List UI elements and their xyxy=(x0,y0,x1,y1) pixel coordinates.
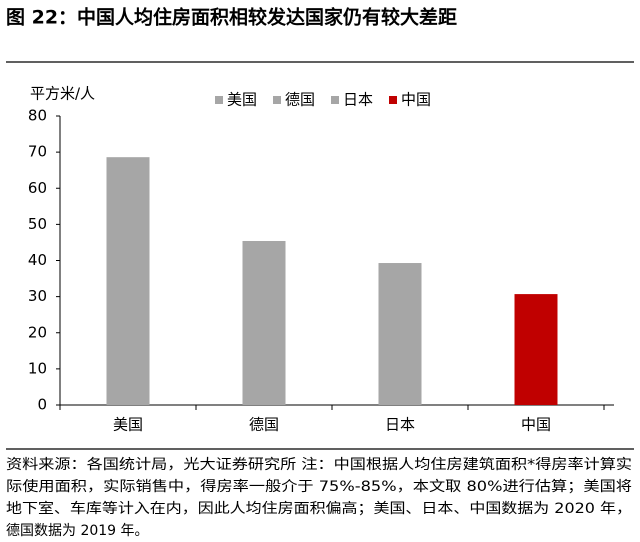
y-tick-label: 30 xyxy=(28,287,47,305)
y-tick-label: 80 xyxy=(28,107,47,125)
legend-swatch xyxy=(215,96,223,104)
bar xyxy=(514,294,558,405)
source-note: 资料来源：各国统计局，光大证券研究所 注：中国根据人均住房建筑面积*得房率计算实 xyxy=(6,456,632,473)
source-note: 德国数据为 2019 年。 xyxy=(6,523,149,539)
legend-label: 美国 xyxy=(227,91,257,109)
y-axis-label: 平方米/人 xyxy=(30,85,95,103)
legend-swatch xyxy=(273,96,281,104)
legend-swatch xyxy=(389,96,397,104)
bar xyxy=(378,263,422,405)
y-tick-label: 10 xyxy=(28,359,47,377)
bar xyxy=(242,240,286,405)
x-tick-label: 美国 xyxy=(113,416,143,434)
x-tick-label: 日本 xyxy=(385,416,415,434)
legend-label: 德国 xyxy=(285,91,315,109)
source-note: 际使用面积，实际销售中，得房率一般介于 75%-85%，本文取 80%进行估算；… xyxy=(6,478,632,495)
y-tick-label: 50 xyxy=(28,215,47,233)
source-note: 地下室、车库等计入在内，因此人均住房面积偏高；美国、日本、中国数据为 2020 … xyxy=(6,500,632,517)
bar xyxy=(106,157,150,405)
legend-swatch xyxy=(331,96,339,104)
y-tick-label: 70 xyxy=(28,143,47,161)
y-tick-label: 60 xyxy=(28,179,47,197)
y-tick-label: 0 xyxy=(37,396,47,414)
legend-label: 中国 xyxy=(401,91,431,109)
y-tick-label: 20 xyxy=(28,323,47,341)
chart-title: 图 22：中国人均住房面积相较发达国家仍有较大差距 xyxy=(6,6,457,29)
y-tick-label: 40 xyxy=(28,251,47,269)
x-tick-label: 中国 xyxy=(521,416,551,434)
legend-label: 日本 xyxy=(343,91,373,109)
x-tick-label: 德国 xyxy=(249,416,279,434)
